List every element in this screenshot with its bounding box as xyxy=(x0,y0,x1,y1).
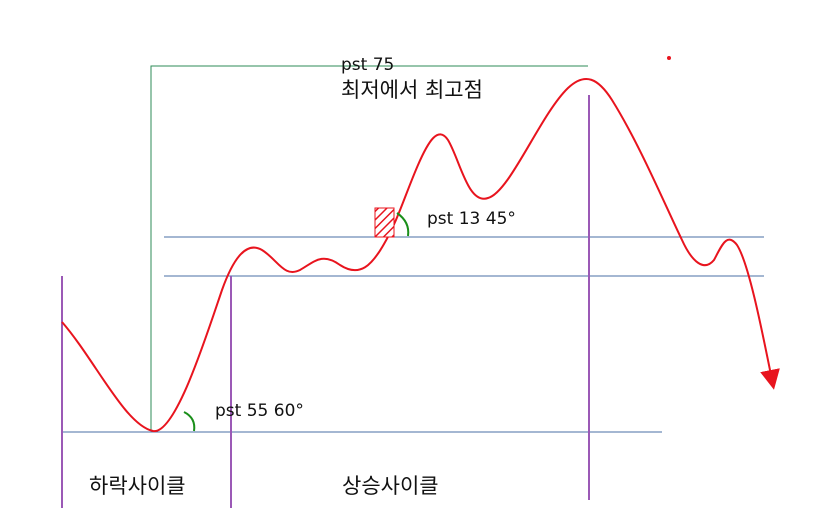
label-pst75: pst 75 xyxy=(341,55,395,75)
price-curve xyxy=(61,77,780,433)
stray-dot xyxy=(667,56,671,60)
breakout-marker xyxy=(374,207,395,238)
label-pst13: pst 13 45° xyxy=(427,209,516,229)
label-down-cycle: 하락사이클 xyxy=(89,474,186,498)
label-up-cycle: 상승사이클 xyxy=(342,474,439,498)
label-pst55: pst 55 60° xyxy=(215,401,304,421)
low-to-high-bracket xyxy=(150,65,588,430)
angle-arc-upper xyxy=(396,212,410,237)
label-top-phrase: 최저에서 최고점 xyxy=(341,78,483,102)
angle-arc-lower xyxy=(183,411,196,432)
